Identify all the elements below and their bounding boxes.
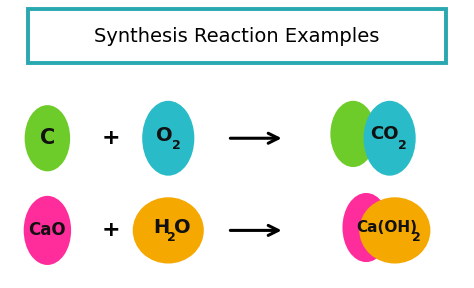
Ellipse shape bbox=[359, 197, 430, 264]
Ellipse shape bbox=[364, 101, 416, 176]
Text: CO: CO bbox=[370, 125, 399, 143]
Text: +: + bbox=[102, 128, 121, 148]
Text: Synthesis Reaction Examples: Synthesis Reaction Examples bbox=[94, 26, 380, 46]
Text: O: O bbox=[174, 218, 191, 237]
Text: O: O bbox=[156, 126, 173, 145]
Text: 2: 2 bbox=[398, 139, 407, 152]
Ellipse shape bbox=[25, 105, 70, 171]
Text: C: C bbox=[40, 128, 55, 148]
Text: 2: 2 bbox=[412, 231, 421, 244]
Text: 2: 2 bbox=[172, 139, 181, 152]
Ellipse shape bbox=[342, 193, 390, 262]
Text: Ca(OH): Ca(OH) bbox=[356, 220, 417, 235]
Text: H: H bbox=[153, 218, 169, 237]
Ellipse shape bbox=[330, 101, 376, 167]
FancyBboxPatch shape bbox=[28, 9, 446, 63]
Ellipse shape bbox=[24, 196, 71, 265]
Text: +: + bbox=[102, 220, 121, 240]
Ellipse shape bbox=[142, 101, 194, 176]
Ellipse shape bbox=[133, 197, 204, 264]
Text: 2: 2 bbox=[167, 231, 176, 244]
Text: CaO: CaO bbox=[28, 221, 66, 239]
